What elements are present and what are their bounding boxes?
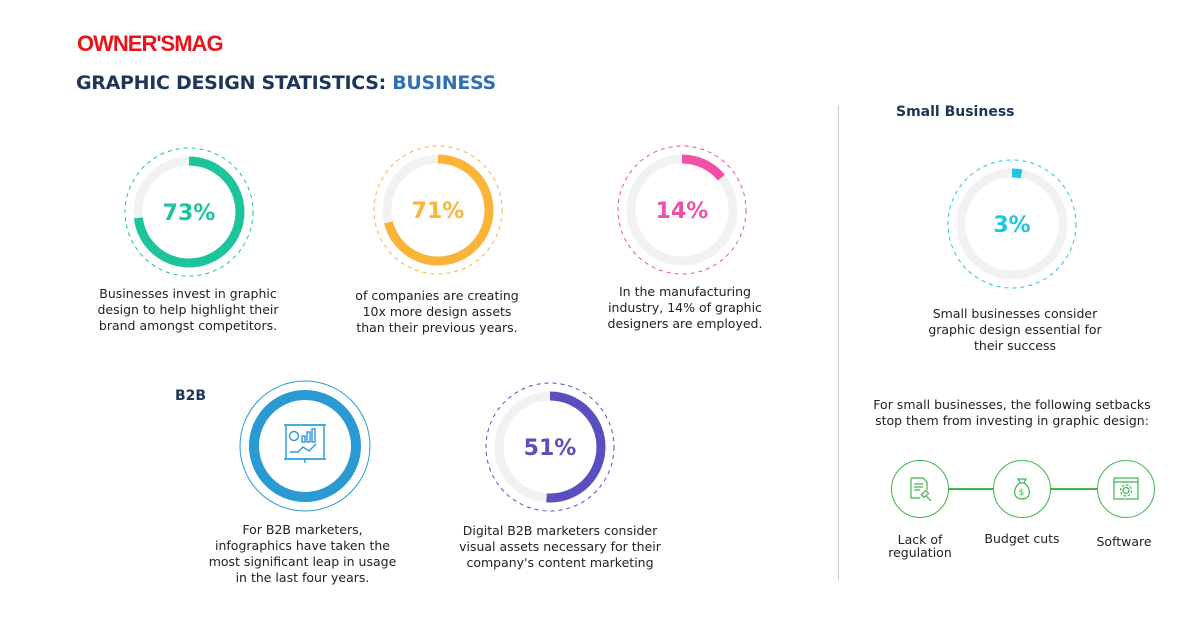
donut-value-label: 51% <box>524 436 577 461</box>
setback-label-budget: Budget cuts <box>984 531 1060 546</box>
donut-value-arc <box>626 154 738 266</box>
software-gear-icon <box>1113 477 1139 500</box>
b2b-infographic-ring <box>238 379 372 513</box>
caption-3: Small businesses consider graphic design… <box>928 306 1102 353</box>
outer-dashed-ring <box>947 159 1077 289</box>
caption-73: Businesses invest in graphic design to h… <box>97 286 279 333</box>
setback-label-regulation: Lack of regulation <box>888 532 952 560</box>
caption-b2b: For B2B marketers, infographics have tak… <box>208 522 397 585</box>
page-title: GRAPHIC DESIGN STATISTICS: BUSINESS <box>76 72 496 94</box>
divider <box>838 105 839 580</box>
outer-dashed-ring <box>373 145 503 275</box>
setbacks-intro: For small businesses, the following setb… <box>873 397 1151 428</box>
donut-value-arc <box>382 154 494 266</box>
section-small-business: Small Business <box>896 104 1015 120</box>
presentation-chart-icon <box>284 424 326 463</box>
donut-value-arc <box>956 168 1068 280</box>
donut-value-label: 14% <box>656 199 709 224</box>
donut-chart-3: 3% <box>945 157 1079 291</box>
setback-regulation <box>891 460 949 518</box>
setback-budget: $ <box>993 460 1051 518</box>
donut-chart-73: 73% <box>122 145 256 279</box>
document-gavel-icon <box>910 477 932 502</box>
donut-chart-71: 71% <box>371 143 505 277</box>
caption-51: Digital B2B marketers consider visual as… <box>459 523 661 570</box>
donut-value-label: 71% <box>412 199 465 224</box>
title-accent: BUSINESS <box>392 72 496 94</box>
donut-value-label: 73% <box>163 201 216 226</box>
outer-dashed-ring <box>485 382 615 512</box>
donut-value-arc <box>133 156 245 268</box>
section-b2b: B2B <box>175 388 207 404</box>
outer-dashed-ring <box>617 145 747 275</box>
donut-chart-14: 14% <box>615 143 749 277</box>
caption-14: In the manufacturing industry, 14% of gr… <box>607 284 763 331</box>
outer-dashed-ring <box>124 147 254 277</box>
donut-value-arc <box>494 391 606 503</box>
donut-chart-51: 51% <box>483 380 617 514</box>
connector-line <box>948 488 994 490</box>
donut-value-label: 3% <box>993 213 1030 238</box>
svg-text:$: $ <box>1019 488 1025 498</box>
money-bag-icon: $ <box>1014 478 1030 500</box>
brand-logo: OWNER'SMAG <box>77 31 224 56</box>
title-main: GRAPHIC DESIGN STATISTICS: <box>76 72 386 94</box>
caption-71: of companies are creating 10x more desig… <box>355 288 519 335</box>
setback-label-software: Software <box>1096 534 1152 549</box>
connector-line <box>1050 488 1098 490</box>
setback-software <box>1097 460 1155 518</box>
